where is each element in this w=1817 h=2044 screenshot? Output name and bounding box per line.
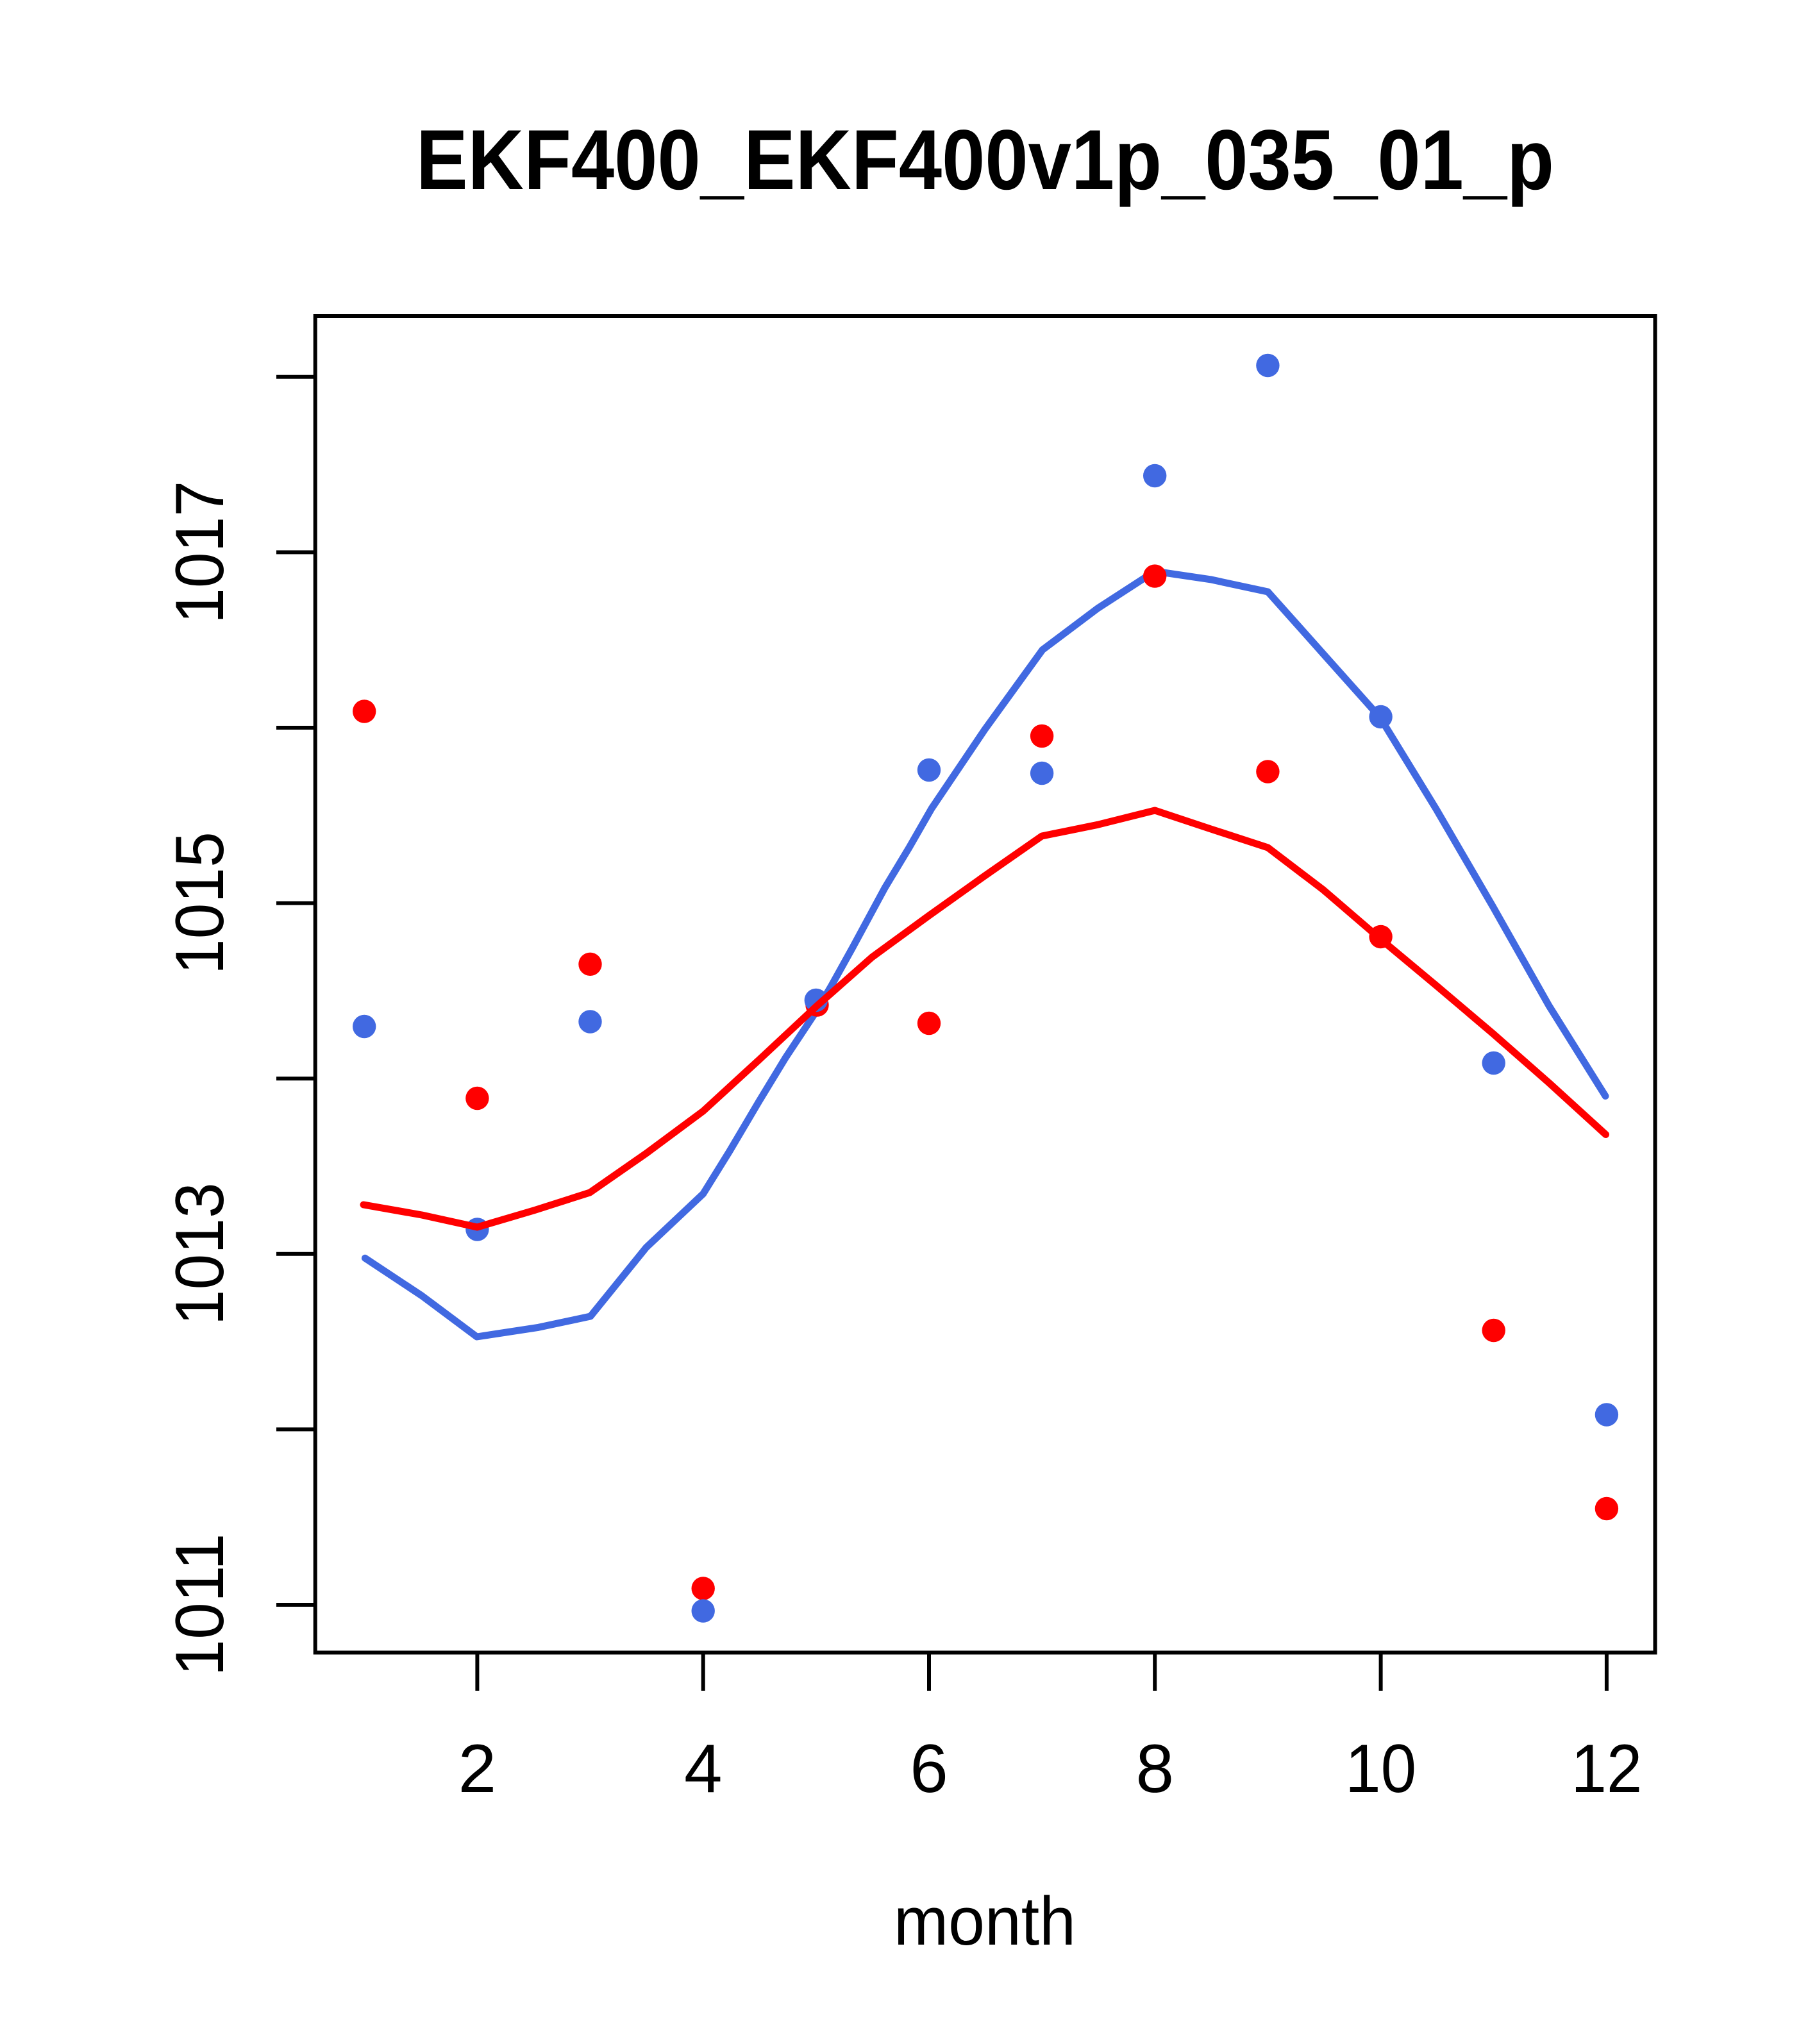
svg-text:12: 12 [1571,1730,1642,1807]
svg-text:4: 4 [684,1730,723,1807]
svg-text:10: 10 [1345,1730,1416,1807]
svg-text:1011: 1011 [161,1534,238,1677]
svg-text:6: 6 [910,1730,948,1807]
svg-text:2: 2 [458,1730,497,1807]
svg-text:1017: 1017 [161,481,238,624]
svg-text:1013: 1013 [161,1182,238,1325]
svg-text:month: month [894,1882,1076,1959]
svg-text:EKF400_EKF400v1p_035_01_p: EKF400_EKF400v1p_035_01_p [416,113,1554,208]
svg-text:8: 8 [1135,1730,1174,1807]
svg-text:1015: 1015 [161,832,238,975]
